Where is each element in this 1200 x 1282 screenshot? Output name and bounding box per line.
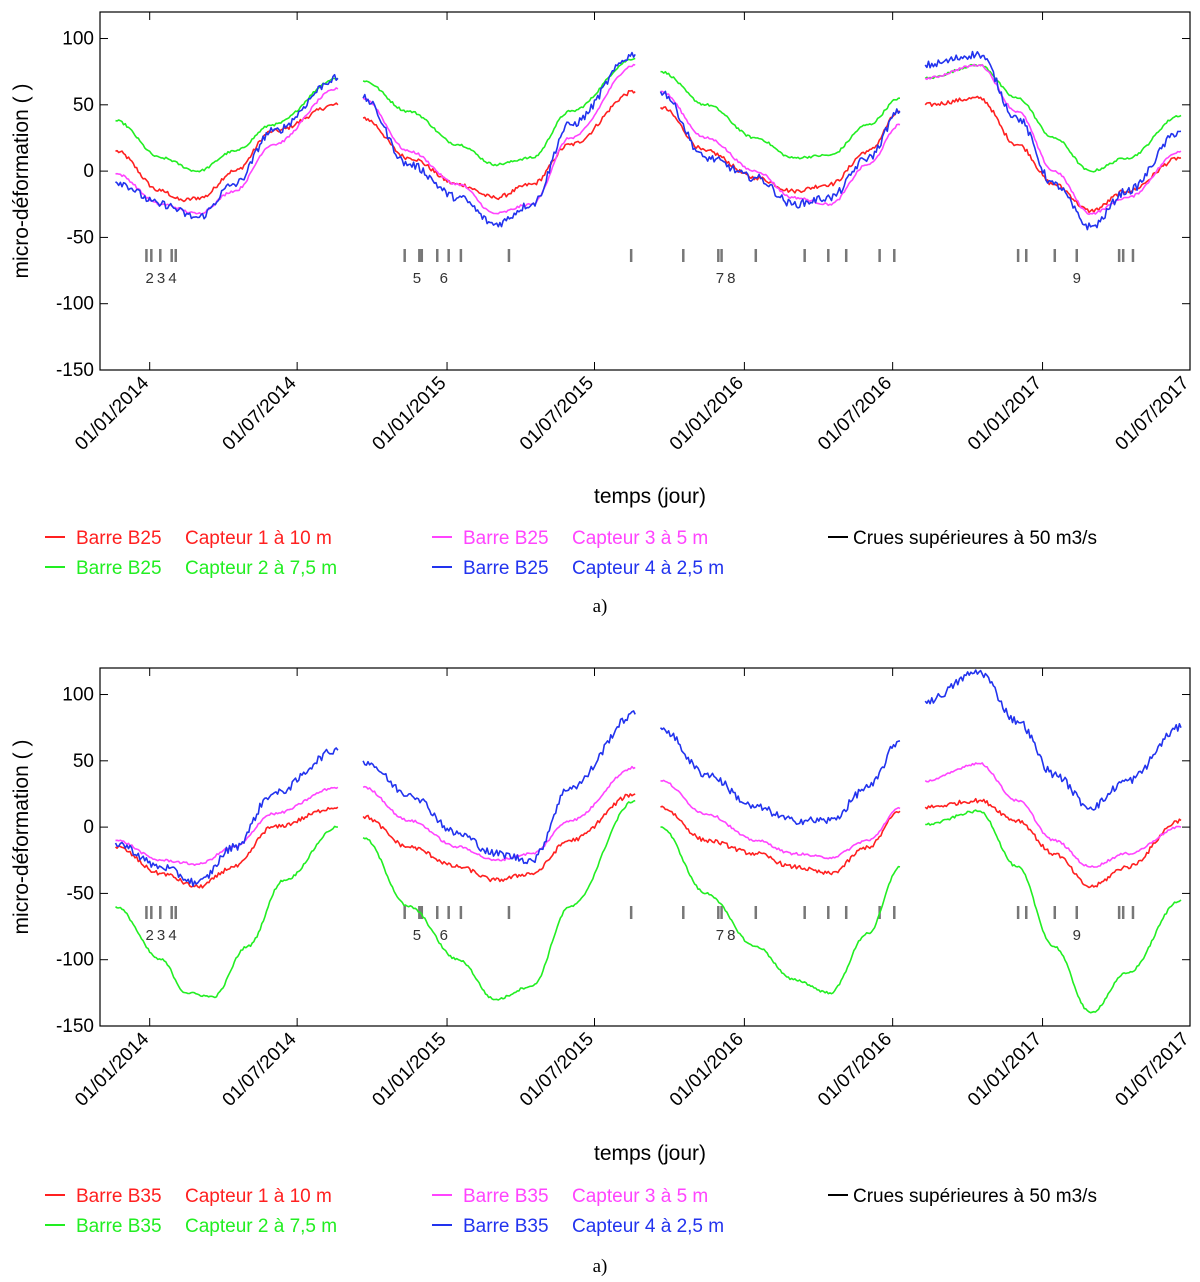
y-axis-title: micro-déformation ( ) [10, 740, 33, 935]
x-axis-title: temps (jour) [594, 1142, 706, 1165]
legend-item: Crues supérieures à 50 m3/s [828, 528, 1097, 549]
legend-item: Barre B35 Capteur 1 à 10 m [45, 1186, 332, 1207]
x-tick-label: 01/07/2016 [814, 373, 896, 455]
flood-event-label: 6 [440, 927, 448, 944]
x-tick-label: 01/01/2016 [666, 1029, 748, 1111]
flood-event-label: 9 [1073, 927, 1081, 944]
y-tick-label: -50 [67, 883, 94, 904]
flood-event-label: 7 [716, 927, 724, 944]
y-tick-label: 100 [62, 29, 94, 50]
series-line-1 [115, 793, 1182, 889]
legend-sensor-label: Capteur 1 à 10 m [185, 1186, 332, 1207]
legend-bar-label: Barre B35 [76, 1186, 162, 1207]
x-tick-label: 01/01/2015 [368, 373, 450, 455]
series-line-4 [114, 669, 1182, 887]
flood-event-label: 3 [157, 927, 165, 944]
flood-event-label: 3 [157, 270, 165, 287]
x-tick-label: 01/01/2016 [666, 373, 748, 455]
y-axis-title: micro-déformation ( ) [10, 84, 33, 279]
panel-caption: a) [593, 1256, 608, 1277]
y-tick-label: 0 [83, 161, 94, 182]
x-tick-label: 01/07/2015 [516, 373, 598, 455]
x-tick-label: 01/01/2017 [964, 373, 1046, 455]
legend-item: Barre B35 Capteur 3 à 5 m [432, 1186, 708, 1207]
y-tick-label: -150 [56, 360, 94, 381]
legend-item: Barre B35 Capteur 4 à 2,5 m [432, 1216, 724, 1237]
flood-event-label: 8 [727, 270, 735, 287]
series-line-3 [115, 63, 1182, 216]
y-tick-label: 50 [73, 751, 94, 772]
legend-bar-label: Barre B25 [463, 528, 549, 549]
series-line-3 [115, 762, 1182, 868]
x-tick-label: 01/07/2015 [516, 1029, 598, 1111]
flood-event-label: 2 [146, 927, 154, 944]
legend-bar-label: Barre B35 [76, 1216, 162, 1237]
flood-event-label: 5 [413, 270, 421, 287]
legend-flood-label: Crues supérieures à 50 m3/s [853, 1186, 1097, 1207]
flood-event-label: 5 [413, 927, 421, 944]
legend-bar-label: Barre B25 [76, 528, 162, 549]
series-line-2 [115, 57, 1182, 173]
x-tick-label: 01/07/2014 [219, 372, 301, 454]
legend-bar-label: Barre B35 [463, 1216, 549, 1237]
legend-item: Barre B25 Capteur 2 à 7,5 m [45, 558, 337, 579]
legend-flood-label: Crues supérieures à 50 m3/s [853, 528, 1097, 549]
plot-frame [99, 11, 1191, 371]
y-tick-label: -150 [56, 1016, 94, 1037]
legend-sensor-label: Capteur 1 à 10 m [185, 528, 332, 549]
x-tick-label: 01/01/2017 [964, 1029, 1046, 1111]
legend-item: Barre B35 Capteur 2 à 7,5 m [45, 1216, 337, 1237]
x-tick-label: 01/07/2016 [814, 1029, 896, 1111]
y-tick-label: -100 [56, 294, 94, 315]
flood-event-label: 2 [146, 270, 154, 287]
x-axis-title: temps (jour) [594, 485, 706, 508]
x-tick-label: 01/07/2017 [1111, 1029, 1193, 1111]
y-tick-label: -100 [56, 950, 94, 971]
x-tick-label: 01/07/2017 [1111, 373, 1193, 455]
y-tick-label: 50 [73, 95, 94, 116]
panel-caption: a) [593, 596, 608, 617]
legend-sensor-label: Capteur 3 à 5 m [572, 1186, 708, 1207]
legend-bar-label: Barre B35 [463, 1186, 549, 1207]
legend-sensor-label: Capteur 4 à 2,5 m [572, 558, 724, 579]
x-tick-label: 01/01/2015 [368, 1029, 450, 1111]
legend-sensor-label: Capteur 2 à 7,5 m [185, 1216, 337, 1237]
legend-item: Barre B25 Capteur 3 à 5 m [432, 528, 708, 549]
x-tick-label: 01/01/2014 [71, 1028, 153, 1110]
plot-frame [99, 667, 1191, 1027]
flood-event-label: 6 [440, 270, 448, 287]
legend-bar-label: Barre B25 [463, 558, 549, 579]
y-tick-label: 0 [83, 817, 94, 838]
y-tick-label: -50 [67, 227, 94, 248]
x-tick-label: 01/07/2014 [219, 1028, 301, 1110]
legend-sensor-label: Capteur 4 à 2,5 m [572, 1216, 724, 1237]
y-tick-label: 100 [62, 685, 94, 706]
legend-sensor-label: Capteur 3 à 5 m [572, 528, 708, 549]
legend-item: Barre B25 Capteur 4 à 2,5 m [432, 558, 724, 579]
flood-event-label: 7 [716, 270, 724, 287]
flood-event-label: 4 [168, 270, 176, 287]
legend-item: Crues supérieures à 50 m3/s [828, 1186, 1097, 1207]
legend-item: Barre B25 Capteur 1 à 10 m [45, 528, 332, 549]
flood-event-label: 9 [1073, 270, 1081, 287]
series-line-2 [115, 799, 1182, 1014]
legend-bar-label: Barre B25 [76, 558, 162, 579]
series-line-1 [115, 89, 1182, 214]
x-tick-label: 01/01/2014 [71, 372, 153, 454]
flood-event-label: 8 [727, 927, 735, 944]
flood-event-label: 4 [168, 927, 176, 944]
series-line-4 [114, 50, 1182, 231]
legend-sensor-label: Capteur 2 à 7,5 m [185, 558, 337, 579]
